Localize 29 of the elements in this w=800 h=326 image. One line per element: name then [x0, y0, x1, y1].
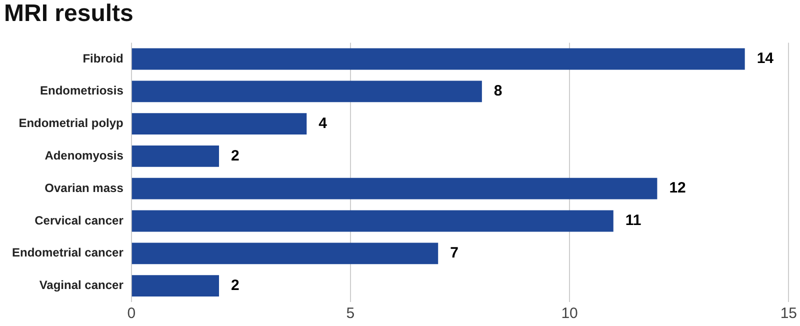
data-label: 11 — [625, 212, 642, 230]
bar — [132, 48, 745, 70]
y-tick-label: Vaginal cancer — [39, 278, 124, 292]
bar — [132, 275, 220, 296]
x-tick-label: 0 — [127, 305, 136, 322]
data-label: 2 — [231, 276, 240, 294]
y-tick-label: Fibroid — [82, 51, 124, 66]
bar — [132, 146, 220, 167]
bar — [132, 210, 614, 232]
y-tick-label: Endometrial polyp — [18, 116, 124, 130]
data-label: 7 — [450, 244, 458, 262]
y-tick-label: Cervical cancer — [34, 213, 124, 228]
y-tick-label: Ovarian mass — [44, 180, 124, 195]
bar — [132, 242, 438, 264]
y-tick-label: Endometriosis — [40, 84, 124, 98]
x-tick-label: 15 — [780, 305, 797, 322]
x-tick-label: 10 — [561, 305, 578, 322]
y-tick-label: Adenomyosis — [44, 148, 124, 163]
bar — [132, 178, 658, 200]
data-label: 12 — [669, 180, 686, 197]
y-tick-label: Endometrial cancer — [12, 246, 124, 260]
data-label: 14 — [756, 50, 774, 68]
x-tick-label: 5 — [346, 305, 355, 322]
bar — [132, 80, 482, 102]
bar — [132, 113, 307, 134]
chart-title: MRI results — [4, 0, 134, 28]
data-label: 2 — [231, 147, 240, 164]
data-label: 4 — [318, 114, 328, 132]
data-label: 8 — [494, 82, 502, 100]
